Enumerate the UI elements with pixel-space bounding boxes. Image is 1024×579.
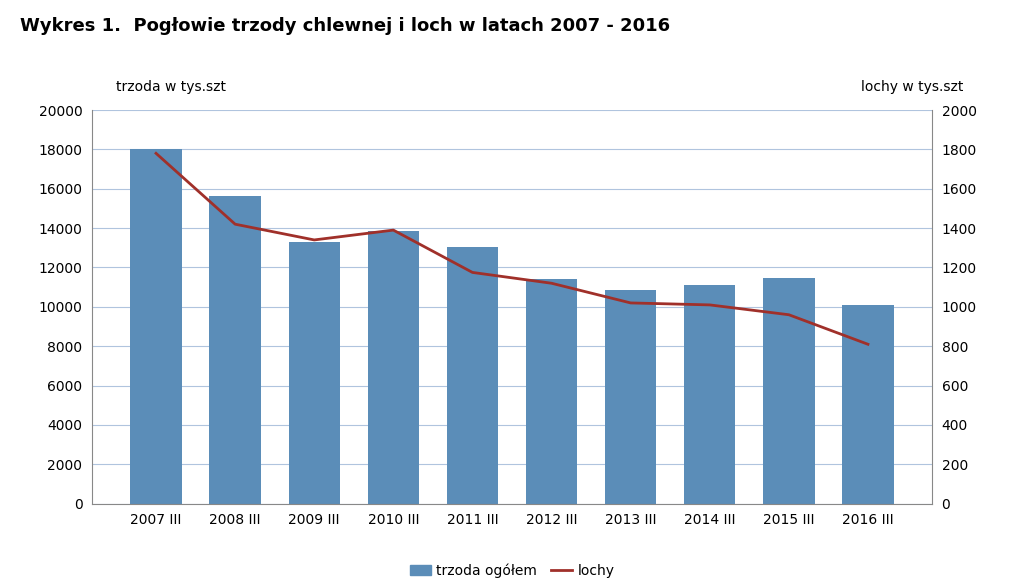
Text: lochy w tys.szt: lochy w tys.szt xyxy=(860,80,963,94)
Text: Wykres 1.  Pogłowie trzody chlewnej i loch w latach 2007 - 2016: Wykres 1. Pogłowie trzody chlewnej i loc… xyxy=(20,17,671,35)
Bar xyxy=(289,242,340,504)
Bar xyxy=(446,247,498,504)
Bar xyxy=(130,149,181,504)
Bar xyxy=(210,196,261,504)
Bar xyxy=(368,230,419,504)
Bar xyxy=(684,285,735,504)
Legend: trzoda ogółem, lochy: trzoda ogółem, lochy xyxy=(404,558,620,579)
Text: trzoda w tys.szt: trzoda w tys.szt xyxy=(117,80,226,94)
Bar xyxy=(526,279,578,504)
Bar xyxy=(605,290,656,504)
Bar xyxy=(843,305,894,504)
Bar xyxy=(763,278,814,504)
